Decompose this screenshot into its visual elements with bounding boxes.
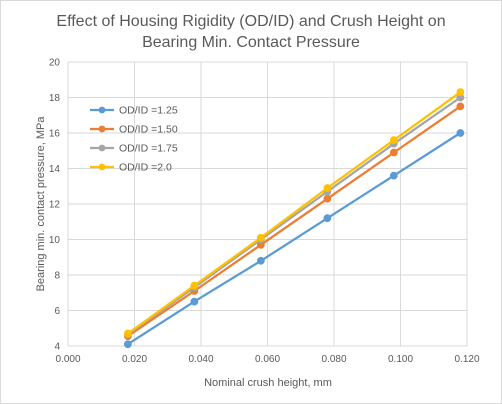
data-point (323, 184, 332, 192)
series-1 (123, 129, 465, 349)
legend-marker (98, 163, 106, 171)
data-point (256, 233, 265, 242)
y-tick-label: 8 (54, 271, 60, 282)
series-line (127, 96, 461, 336)
x-tick-label: 0.040 (188, 354, 213, 365)
legend-label: OD/ID =2.0 (119, 162, 172, 174)
series-line (127, 91, 461, 335)
data-point (389, 148, 398, 157)
legend-label: OD/ID =1.25 (119, 105, 178, 117)
x-tick-label: 0.120 (454, 354, 479, 365)
chart-title-line-1: Effect of Housing Rigidity (OD/ID) and C… (56, 13, 445, 30)
x-tick-label: 0.060 (255, 354, 280, 365)
gridlines (67, 61, 468, 347)
x-tick-label: 0.020 (122, 354, 147, 365)
x-tick-label: 0.080 (321, 354, 346, 365)
data-point (323, 194, 332, 203)
data-point (389, 136, 398, 145)
legend-label: OD/ID =1.50 (119, 124, 178, 136)
legend-item: OD/ID =1.25 (90, 105, 178, 117)
data-point (190, 297, 199, 306)
series-2 (123, 102, 465, 341)
series-lines (123, 88, 465, 349)
x-tick-label: 0.100 (388, 354, 413, 365)
y-tick-label: 16 (49, 129, 61, 140)
y-tick-label: 4 (54, 342, 60, 353)
data-point (256, 256, 265, 265)
y-axis-label: Bearing min. contact pressure, MPa (35, 116, 47, 292)
x-axis-label: Nominal crush height, mm (204, 377, 332, 389)
legend-item: OD/ID =1.50 (90, 124, 178, 136)
data-point (123, 329, 132, 338)
legend-marker (98, 106, 106, 114)
series-line (127, 132, 461, 346)
data-point (323, 214, 332, 223)
series-line (127, 105, 461, 338)
data-point (456, 102, 465, 111)
data-point (456, 88, 465, 97)
data-point (456, 129, 465, 137)
legend-label: OD/ID =1.75 (119, 143, 178, 155)
legend-marker (98, 144, 106, 152)
y-tick-label: 18 (49, 93, 61, 104)
legend: OD/ID =1.25 OD/ID =1.50 OD/ID =1.75 OD/ID =… (90, 105, 178, 174)
x-tick-label: 0.000 (55, 354, 80, 365)
y-tick-label: 20 (49, 58, 61, 69)
data-point (389, 171, 398, 180)
data-point (190, 281, 199, 290)
legend-marker (98, 125, 106, 133)
y-tick-label: 10 (49, 235, 61, 246)
series-4 (123, 88, 465, 338)
data-point (123, 340, 132, 349)
legend-item: OD/ID =1.75 (90, 143, 178, 155)
y-tick-label: 14 (49, 164, 61, 175)
chart-title-line-2: Bearing Min. Contact Pressure (142, 34, 360, 51)
y-tick-label: 6 (54, 306, 60, 317)
x-axis-ticks: 0.000 0.020 0.040 0.060 0.080 0.100 0.120 (55, 354, 479, 365)
y-tick-label: 12 (49, 200, 61, 211)
y-axis-ticks: 4 6 8 10 12 14 16 18 20 (49, 58, 61, 353)
legend-item: OD/ID =2.0 (90, 162, 172, 174)
